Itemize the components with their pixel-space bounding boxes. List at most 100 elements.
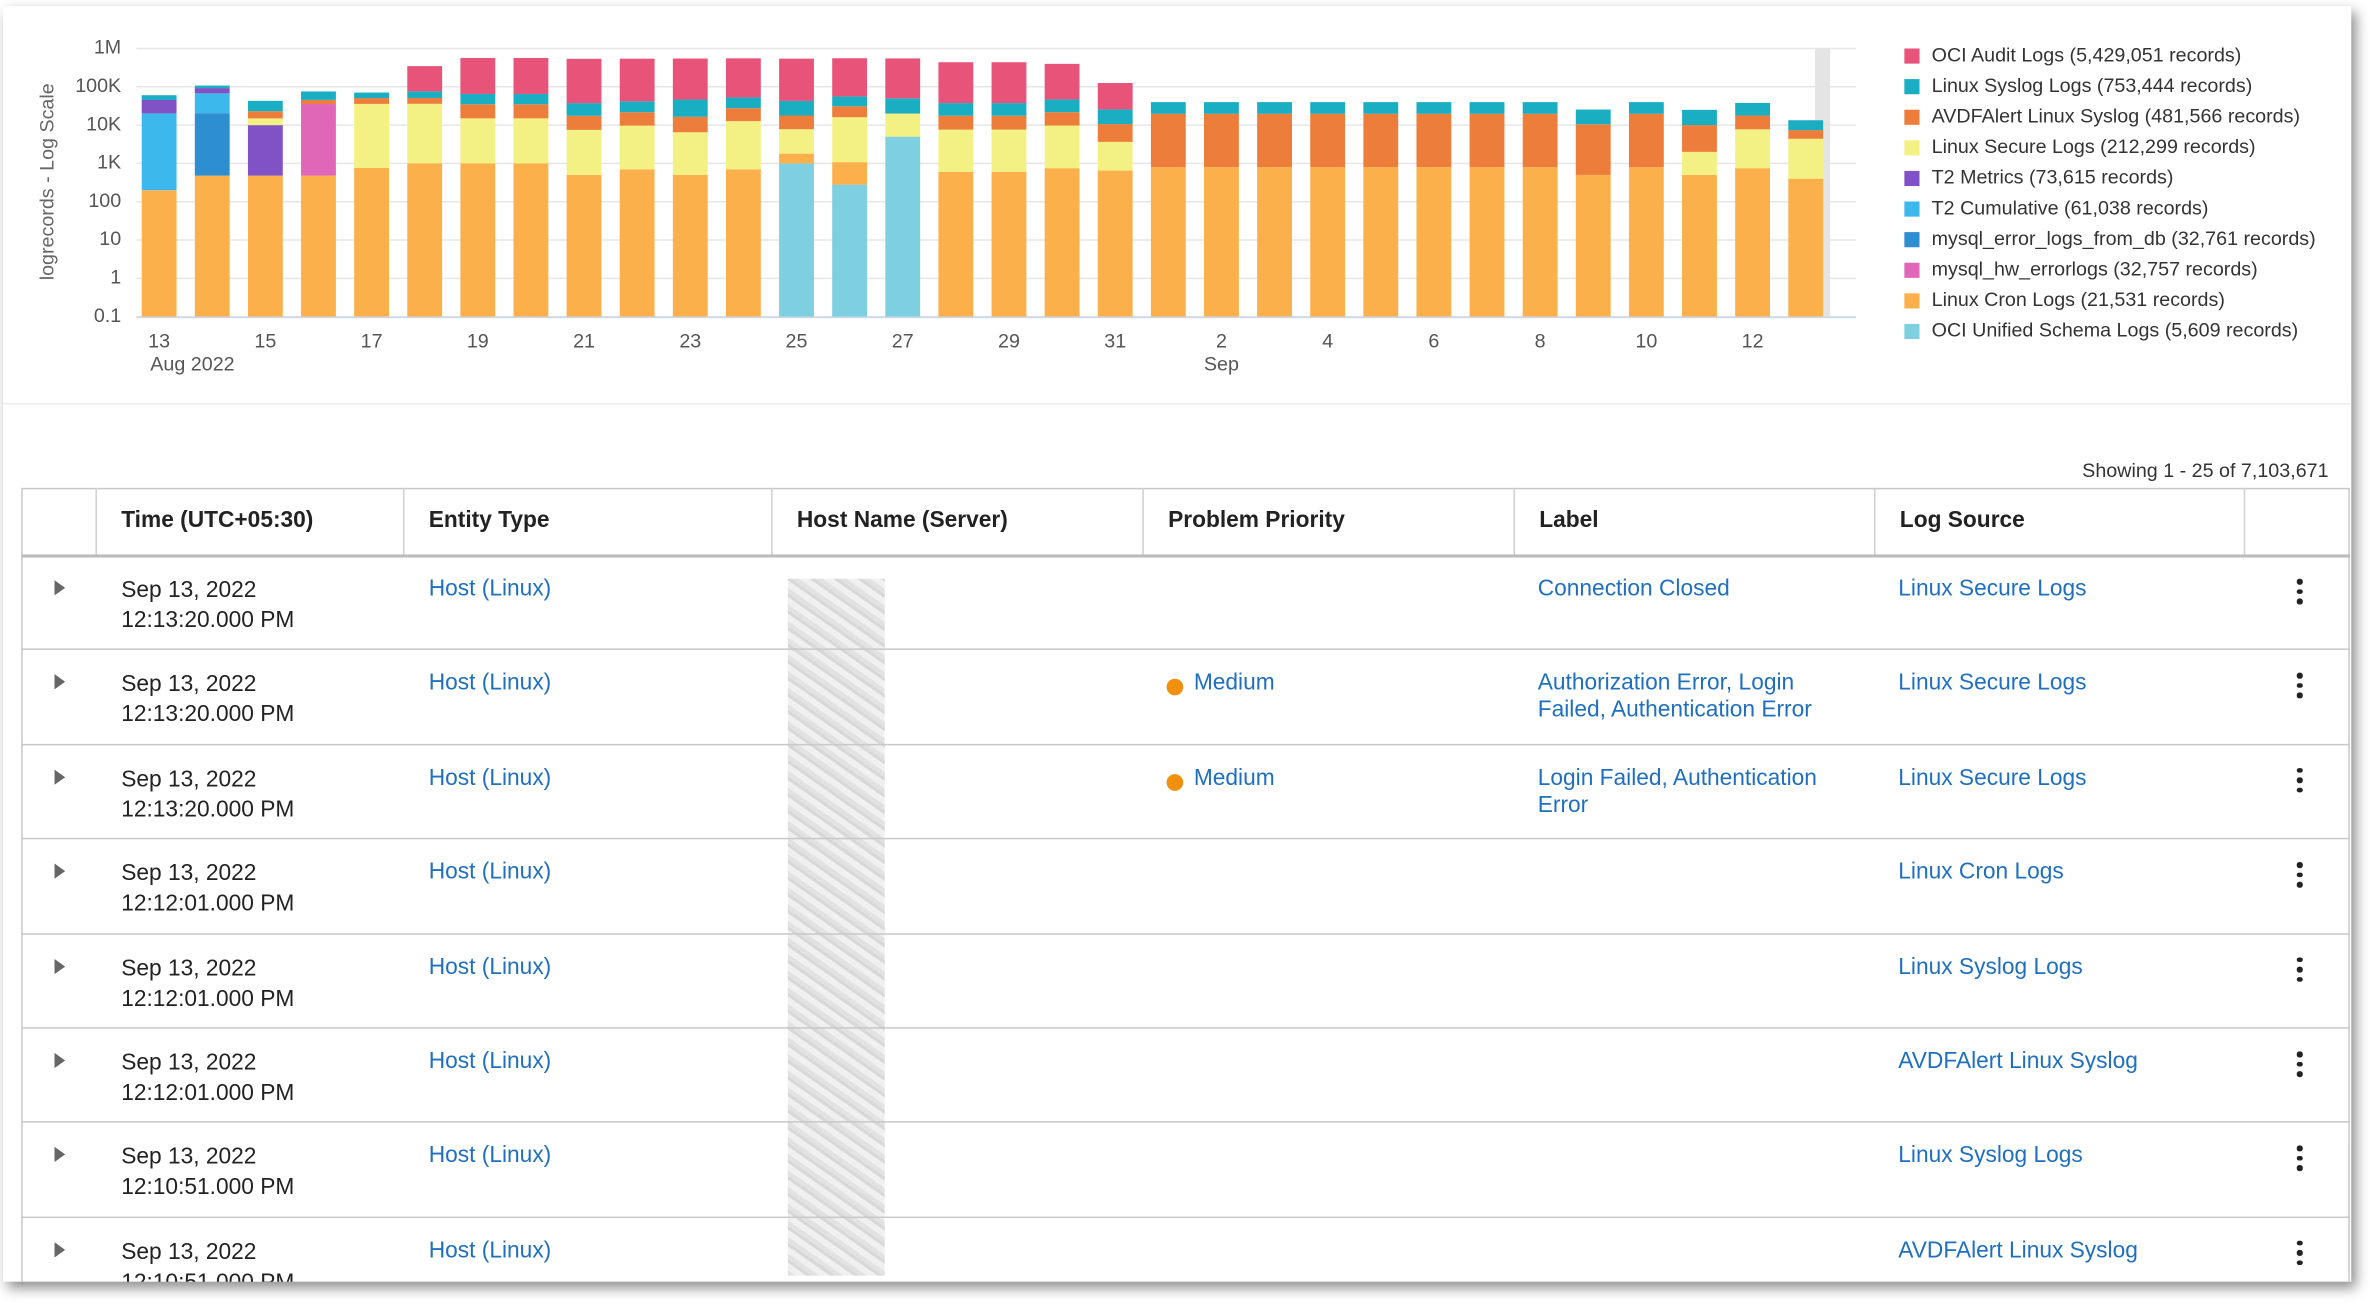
- priority-link[interactable]: Medium: [1193, 764, 1275, 791]
- bar-segment: [619, 169, 655, 317]
- entity-type-link[interactable]: Host (Linux): [428, 859, 552, 886]
- row-rule: [21, 1027, 2350, 1029]
- legend-swatch: [1904, 232, 1920, 248]
- bar-segment: [1097, 109, 1133, 125]
- bar-segment: [194, 113, 230, 176]
- column-divider: [1874, 487, 1876, 555]
- bar-segment: [1735, 102, 1771, 116]
- screenshot: logrecords - Log Scale 0.1 1 10 100 1K 10K 100…: [3, 6, 2352, 1282]
- y-tick-label: 1K: [97, 152, 121, 174]
- log-source-link[interactable]: Linux Secure Logs: [1898, 764, 2087, 791]
- bar-segment: [141, 95, 177, 100]
- expand-toggle[interactable]: [54, 1052, 66, 1069]
- bar-segment: [1682, 109, 1717, 126]
- row-menu[interactable]: [2296, 767, 2303, 795]
- row-rule: [21, 743, 2350, 746]
- menu-dot: [2296, 578, 2303, 585]
- bar-segment: [832, 184, 868, 317]
- expand-toggle[interactable]: [54, 580, 66, 596]
- bar-segment: [1310, 113, 1346, 168]
- bar-segment: [1416, 167, 1452, 317]
- bar-segment: [1257, 113, 1292, 168]
- column-divider: [402, 487, 405, 555]
- bar-segment: [407, 163, 443, 317]
- entity-type-link[interactable]: Host (Linux): [428, 953, 552, 980]
- expand-toggle[interactable]: [54, 674, 66, 690]
- entity-type-link[interactable]: Host (Linux): [428, 764, 552, 791]
- x-tick-label: 6: [1428, 331, 1439, 353]
- bar-segment: [1522, 167, 1558, 317]
- label-link[interactable]: Connection Closed: [1537, 575, 1730, 602]
- log-source-link[interactable]: AVDFAlert Linux Syslog: [1898, 1237, 2138, 1264]
- priority-link[interactable]: Medium: [1193, 670, 1275, 696]
- y-tick-label: 100K: [75, 75, 121, 97]
- log-source-link[interactable]: Linux Secure Logs: [1898, 575, 2087, 602]
- column-header: Problem Priority: [1168, 507, 1345, 534]
- legend-label: Linux Syslog Logs (753,444 records): [1932, 75, 2253, 97]
- entity-type-link[interactable]: Host (Linux): [428, 670, 552, 696]
- column-divider: [771, 487, 773, 555]
- row-menu[interactable]: [2296, 578, 2303, 606]
- row-menu[interactable]: [2296, 673, 2303, 700]
- bar-segment: [1682, 174, 1717, 317]
- bar-segment: [1257, 102, 1292, 114]
- log-source-link[interactable]: Linux Syslog Logs: [1898, 953, 2083, 980]
- chart: logrecords - Log Scale 0.1 1 10 100 1K 10K 100…: [37, 37, 2316, 376]
- column-divider: [95, 487, 97, 555]
- bar-segment: [885, 136, 921, 317]
- entity-type-link[interactable]: Host (Linux): [428, 1048, 552, 1075]
- bar-segment: [1204, 113, 1239, 168]
- expand-toggle[interactable]: [54, 863, 66, 879]
- bar-segment: [1150, 167, 1186, 317]
- expand-toggle[interactable]: [54, 1241, 66, 1258]
- log-source-link[interactable]: AVDFAlert Linux Syslog: [1898, 1048, 2138, 1075]
- expand-toggle[interactable]: [54, 769, 66, 785]
- bar-segment: [938, 115, 974, 130]
- log-source-link[interactable]: Linux Cron Logs: [1898, 859, 2064, 886]
- time-clock: 12:10:51.000 PM: [121, 1174, 295, 1201]
- log-source-link[interactable]: Linux Secure Logs: [1898, 670, 2087, 696]
- y-tick-label: 1: [110, 267, 121, 289]
- legend-swatch: [1904, 79, 1920, 95]
- entity-type-link[interactable]: Host (Linux): [428, 575, 552, 602]
- bar-segment: [991, 115, 1027, 130]
- legend-swatch: [1904, 293, 1920, 309]
- log-source-link[interactable]: Linux Syslog Logs: [1898, 1142, 2083, 1169]
- bar-segment: [1469, 167, 1505, 317]
- bar-segment: [672, 99, 708, 117]
- entity-type-link[interactable]: Host (Linux): [428, 1237, 552, 1264]
- bar-segment: [1044, 63, 1080, 100]
- bar-segment: [1575, 109, 1611, 125]
- row-menu[interactable]: [2296, 956, 2303, 984]
- entity-type-link[interactable]: Host (Linux): [428, 1142, 552, 1169]
- y-tick-label: 1M: [94, 37, 121, 59]
- label-link[interactable]: Authorization Error, Login Failed, Authe…: [1537, 670, 1812, 724]
- bar-segment: [1044, 112, 1080, 126]
- menu-dot: [2296, 787, 2303, 793]
- y-tick-label: 100: [88, 190, 121, 212]
- bar-segment: [247, 118, 283, 126]
- bar-segment: [407, 66, 443, 92]
- bar-segment: [460, 57, 496, 94]
- expand-toggle[interactable]: [54, 958, 66, 974]
- bar-segment: [832, 58, 868, 97]
- bar-segment: [672, 132, 708, 175]
- bar-segment: [460, 104, 496, 119]
- menu-dot: [2296, 966, 2303, 973]
- column-header: Log Source: [1899, 507, 2025, 534]
- bar-segment: [832, 96, 868, 107]
- legend-label: mysql_error_logs_from_db (32,761 records…: [1932, 228, 2316, 250]
- column-header: Entity Type: [428, 507, 550, 534]
- row-menu[interactable]: [2296, 862, 2303, 889]
- bar-segment: [566, 174, 602, 317]
- legend-label: mysql_hw_errorlogs (32,757 records): [1932, 258, 2258, 280]
- row-menu[interactable]: [2296, 1051, 2303, 1078]
- row-rule: [21, 649, 2350, 651]
- menu-dot: [2296, 1145, 2303, 1152]
- y-axis-label: logrecords - Log Scale: [37, 83, 59, 280]
- label-link[interactable]: Login Failed, Authentication Error: [1537, 764, 1817, 818]
- x-tick-label: 13: [148, 331, 170, 353]
- expand-toggle[interactable]: [54, 1147, 66, 1163]
- row-menu[interactable]: [2296, 1145, 2303, 1173]
- row-menu[interactable]: [2296, 1240, 2303, 1267]
